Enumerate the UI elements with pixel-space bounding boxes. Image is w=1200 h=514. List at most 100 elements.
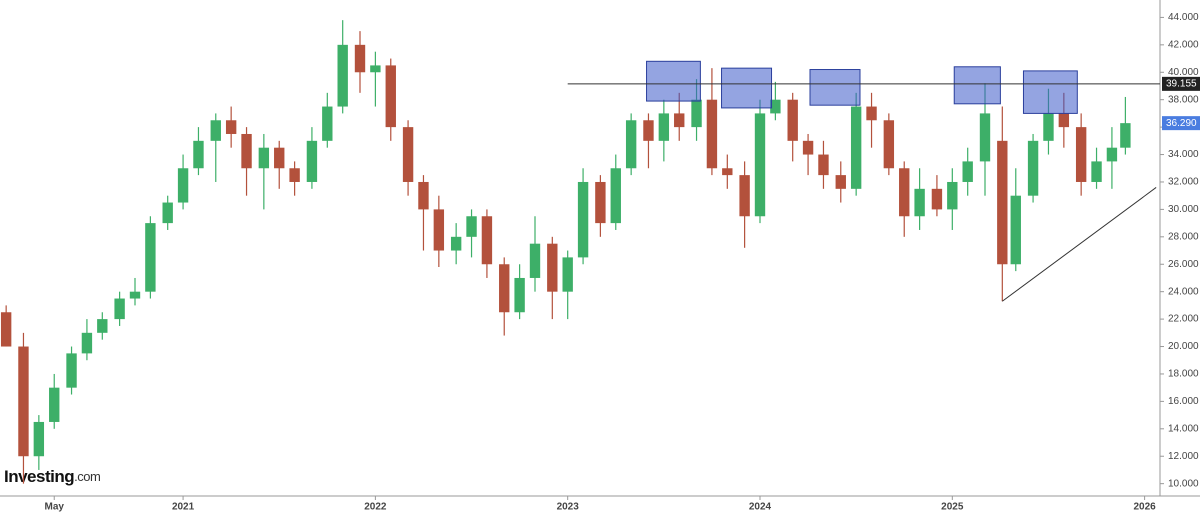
y-tick-label: 14.000 (1168, 423, 1199, 434)
candle-body (947, 181, 958, 210)
y-tick-label: 44.000 (1168, 12, 1199, 23)
y-tick-label: 22.000 (1168, 314, 1199, 325)
candle-body (1120, 123, 1131, 148)
candle-body (577, 181, 589, 258)
x-tick-label: 2022 (364, 502, 387, 513)
y-tick-label: 28.000 (1168, 231, 1199, 242)
candle-body (193, 140, 204, 169)
candle-body (643, 120, 654, 141)
candle-body (162, 202, 173, 224)
resistance-zone (953, 66, 1001, 105)
candle-body (547, 243, 558, 292)
candle-body (674, 113, 685, 128)
y-tick-label: 18.000 (1168, 369, 1199, 380)
x-tick-label: May (45, 502, 65, 513)
candle-body (370, 65, 381, 73)
candle-body (562, 257, 573, 292)
candle-body (770, 99, 781, 114)
candle-body (337, 44, 348, 107)
candle-body (691, 99, 702, 128)
x-tick-label: 2024 (749, 502, 772, 513)
candle-body (658, 113, 670, 141)
candle-body (1106, 147, 1118, 162)
candle-body (899, 168, 910, 217)
resistance-zone (646, 60, 701, 102)
candle-body (0, 312, 12, 347)
candle-body (433, 209, 445, 251)
x-tick-label: 2023 (557, 502, 580, 513)
candle-body (1058, 113, 1070, 128)
candle-body (114, 298, 125, 320)
candle-body (274, 147, 285, 169)
logo-suffix: .com (74, 469, 100, 484)
candle-body (931, 188, 943, 210)
candle-body (625, 120, 637, 169)
candle-body (402, 127, 414, 182)
resistance-zone (721, 67, 773, 109)
candle-body (129, 291, 141, 299)
x-tick-label: 2025 (941, 502, 964, 513)
x-tick-label: 2021 (172, 502, 195, 513)
candle-body (354, 44, 366, 73)
trendline (1002, 187, 1157, 302)
candle-body (997, 140, 1008, 265)
candle-body (385, 65, 396, 128)
candle-body (850, 106, 862, 189)
candle-body (258, 147, 270, 169)
candle-body (418, 181, 429, 210)
candle-body (322, 106, 333, 141)
candle-body (66, 353, 77, 388)
y-tick-label: 20.000 (1168, 341, 1199, 352)
candle-body (210, 120, 221, 141)
y-tick-label: 38.000 (1168, 94, 1199, 105)
candle-body (835, 175, 846, 189)
candle-body (450, 236, 462, 251)
candle-body (97, 319, 108, 333)
candle-body (787, 99, 798, 141)
candle-body (18, 346, 29, 457)
candle-body (818, 154, 829, 176)
resistance-zone (809, 69, 861, 106)
candle-body (289, 168, 300, 182)
y-tick-label: 42.000 (1168, 39, 1199, 50)
candle-body (754, 113, 766, 217)
y-tick-label: 34.000 (1168, 149, 1199, 160)
candle-body (1027, 140, 1039, 196)
candle-body (1043, 113, 1054, 141)
y-tick-label: 10.000 (1168, 478, 1199, 489)
candle-body (866, 106, 877, 121)
last-price-box (1162, 116, 1200, 131)
resistance-zone (1022, 70, 1078, 114)
candle-body (306, 140, 318, 182)
logo-main: Investing (4, 467, 74, 486)
candle-body (962, 161, 973, 182)
candle-body (883, 120, 895, 169)
candle-body (81, 332, 93, 354)
logo: Investing.com (4, 467, 100, 486)
candle-body (739, 175, 750, 217)
candle-body (1075, 127, 1087, 182)
candle-body (481, 216, 493, 265)
candle-body (914, 188, 925, 217)
last-price-label: 36.290 (1166, 118, 1197, 129)
resistance-label-box (1162, 76, 1200, 91)
y-tick-label: 40.000 (1168, 67, 1199, 78)
candle-body (145, 223, 156, 292)
candle-body (529, 243, 541, 278)
candle-body (610, 168, 621, 224)
candle-body (514, 277, 525, 313)
resistance-label: 39.155 (1166, 78, 1197, 89)
candle-body (466, 216, 477, 237)
candle-body (241, 133, 252, 169)
candle-body (802, 140, 814, 155)
y-tick-label: 16.000 (1168, 396, 1199, 407)
candle-body (499, 264, 510, 313)
candle-body (1010, 195, 1021, 265)
y-tick-label: 30.000 (1168, 204, 1199, 215)
y-tick-label: 24.000 (1168, 286, 1199, 297)
candle-body (722, 168, 733, 176)
candle-body (706, 99, 718, 169)
candle-body (33, 421, 45, 457)
candle-body (1091, 161, 1102, 182)
